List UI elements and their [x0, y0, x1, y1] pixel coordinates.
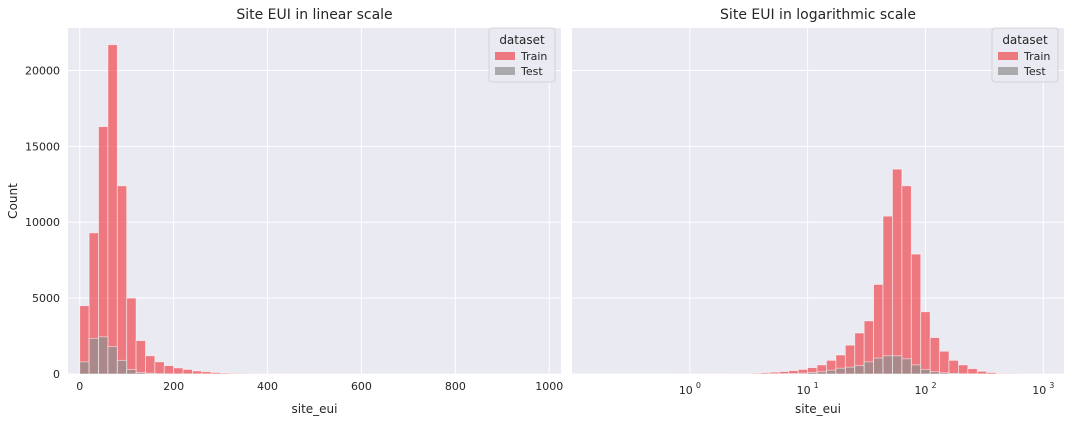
y-tick-label: 10000	[25, 216, 60, 229]
histogram-bar-test	[910, 364, 922, 375]
legend-title: dataset	[1002, 33, 1048, 47]
histogram-bar-test	[854, 365, 865, 375]
x-tick-label: 10 0	[679, 381, 701, 397]
histogram-bar-test	[807, 372, 818, 375]
x-tick-exponent: 2	[931, 381, 936, 390]
histogram-bar-train	[163, 365, 175, 375]
histogram-bar-test	[797, 372, 809, 375]
histogram-bar-train	[929, 337, 940, 375]
x-tick-label: 800	[445, 380, 466, 393]
y-tick-label: 20000	[25, 64, 60, 77]
histogram-bar-train	[939, 350, 950, 375]
plot-background	[572, 28, 1064, 374]
histogram-bar-test	[116, 359, 128, 375]
histogram-bar-test	[98, 336, 109, 375]
x-tick-base: 10	[914, 384, 928, 397]
histogram-bar-train	[901, 185, 912, 375]
chart-title: Site EUI in logarithmic scale	[720, 7, 916, 23]
histogram-bar-train	[116, 185, 128, 375]
histogram-bar-train	[920, 311, 931, 375]
histogram-bar-test	[882, 355, 893, 375]
histogram-bar-test	[135, 372, 146, 375]
histogram-bar-train	[135, 340, 146, 375]
x-tick-label: 400	[257, 380, 278, 393]
legend-title: dataset	[499, 33, 545, 47]
x-tick-label: 600	[351, 380, 372, 393]
x-tick-label: 0	[76, 380, 83, 393]
x-axis-label: site_eui	[795, 402, 841, 416]
x-axis-label: site_eui	[292, 402, 338, 416]
histogram-bar-test	[826, 369, 837, 375]
plot-background	[68, 28, 561, 374]
histogram-bar-test	[126, 369, 137, 375]
x-tick-label: 10 3	[1032, 381, 1054, 397]
y-tick-label: 15000	[25, 140, 60, 153]
legend-label-test: Test	[1023, 65, 1046, 78]
legend: dataset Train Test	[991, 27, 1059, 83]
histogram-bar-train	[958, 364, 969, 375]
histogram-bar-test	[901, 358, 912, 375]
histogram-bar-train	[967, 368, 978, 375]
histogram-bar-train	[192, 370, 203, 375]
histogram-bar-train	[220, 372, 231, 375]
histogram-bar-test	[892, 355, 903, 375]
histogram-bar-train	[910, 253, 922, 375]
histogram-bar-test	[929, 371, 940, 375]
x-tick-exponent: 3	[1049, 381, 1054, 390]
histogram-bar-test	[835, 367, 846, 375]
histogram-bar-train	[229, 372, 240, 375]
histogram-bar-test	[145, 372, 156, 375]
histogram-bar-test	[88, 337, 99, 375]
histogram-bar-test	[107, 346, 118, 375]
y-axis-label: Count	[6, 183, 20, 219]
histogram-bar-train	[948, 359, 959, 375]
y-tick-label: 0	[53, 368, 60, 381]
histogram-bar-test	[939, 372, 950, 375]
x-tick-label: 10 1	[797, 381, 819, 397]
x-tick-exponent: 1	[814, 381, 819, 390]
chart-title: Site EUI in linear scale	[236, 7, 392, 23]
x-tick-base: 10	[1032, 384, 1046, 397]
x-tick-label: 1000	[535, 380, 563, 393]
x-tick-exponent: 0	[696, 381, 701, 390]
histogram-bar-test	[788, 372, 799, 375]
histogram-bar-test	[873, 357, 884, 375]
histogram-bar-test	[863, 361, 875, 375]
legend-swatch-train	[998, 52, 1018, 60]
histogram-bar-train	[154, 361, 165, 375]
histogram-bar-train	[107, 44, 118, 375]
histogram-bar-train	[892, 168, 903, 375]
legend-swatch-test	[495, 67, 515, 75]
linear-scale-panel: Site EUI in linear scale 0 200 400 600 800 100…	[6, 7, 563, 416]
histogram-bar-train	[173, 367, 184, 375]
legend-label-train: Train	[1023, 50, 1050, 63]
x-tick-base: 10	[797, 384, 811, 397]
x-tick-label: 200	[163, 380, 184, 393]
x-tick-base: 10	[679, 384, 693, 397]
histogram-bar-test	[920, 369, 931, 375]
legend-swatch-test	[998, 67, 1018, 75]
x-tick-label: 10 2	[914, 381, 936, 397]
histogram-bar-train	[126, 297, 137, 375]
histogram-bar-train	[182, 369, 193, 375]
y-tick-label: 5000	[32, 292, 60, 305]
legend-swatch-train	[495, 52, 515, 60]
histogram-bar-train	[145, 355, 156, 375]
histogram-bar-test	[79, 361, 90, 375]
histogram-bar-train	[882, 215, 893, 375]
legend: dataset Train Test	[488, 27, 556, 83]
legend-label-train: Train	[520, 50, 547, 63]
legend-label-test: Test	[520, 65, 543, 78]
histogram-bar-test	[948, 372, 959, 375]
histogram-bar-test	[816, 371, 827, 375]
histogram-bar-test	[844, 366, 856, 375]
